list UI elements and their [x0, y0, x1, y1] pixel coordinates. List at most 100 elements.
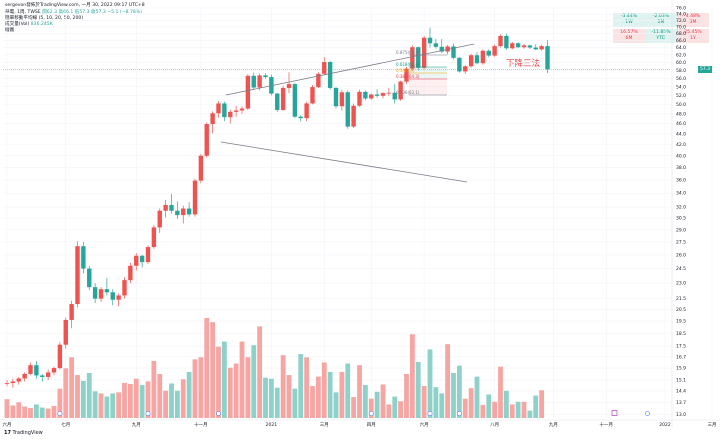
candle-body[interactable] [357, 91, 362, 106]
candle-body[interactable] [339, 92, 345, 107]
volume-indicator-row[interactable]: 成交量(Vol) 836.245K [5, 22, 53, 28]
candle-body[interactable] [145, 247, 151, 263]
candle-body[interactable] [116, 295, 121, 300]
candle-body[interactable] [439, 46, 444, 52]
candle-body[interactable] [310, 87, 315, 104]
candle-body[interactable] [492, 46, 497, 56]
candle-body[interactable] [10, 381, 16, 384]
candle-body[interactable] [163, 204, 168, 211]
candle-body[interactable] [216, 103, 221, 114]
candle-body[interactable] [51, 368, 57, 373]
candle-body[interactable] [75, 246, 80, 305]
candle-body[interactable] [245, 75, 251, 109]
dividend-marker-icon[interactable] [456, 411, 462, 416]
candle-body[interactable] [298, 116, 303, 119]
trendline-lower[interactable] [220, 141, 468, 183]
candle-body[interactable] [421, 37, 427, 68]
candle-body[interactable] [233, 110, 239, 112]
candle-body[interactable] [392, 92, 397, 100]
candle-body[interactable] [45, 372, 51, 377]
candle-body[interactable] [451, 46, 456, 58]
candle-body[interactable] [192, 180, 198, 215]
candle-body[interactable] [263, 75, 268, 78]
candle-body[interactable] [404, 68, 409, 82]
candle-body[interactable] [292, 84, 298, 117]
candle-body[interactable] [545, 46, 550, 70]
candle-body[interactable] [104, 289, 110, 293]
dividend-marker-icon[interactable] [644, 411, 650, 416]
candle-body[interactable] [40, 375, 45, 377]
candle-body[interactable] [510, 43, 515, 49]
candle-body[interactable] [4, 383, 10, 384]
symbol-label[interactable]: 華電, 1周, TWSE [5, 10, 41, 15]
candle-body[interactable] [128, 265, 133, 281]
candle-body[interactable] [410, 47, 415, 69]
candle-body[interactable] [87, 268, 92, 288]
dividend-marker-icon[interactable] [368, 411, 374, 416]
candle-body[interactable] [416, 47, 421, 68]
candle-body[interactable] [222, 103, 227, 118]
candle-body[interactable] [122, 280, 127, 296]
candle-body[interactable] [280, 87, 286, 110]
candle-body[interactable] [363, 91, 368, 99]
candle-body[interactable] [69, 304, 74, 320]
candle-body[interactable] [380, 93, 386, 96]
dividend-marker-icon[interactable] [145, 411, 151, 416]
candle-body[interactable] [257, 75, 262, 88]
candle-body[interactable] [345, 92, 350, 127]
ma-indicator-label[interactable]: 簡單移動平均線 (5, 10, 20, 50, 200) [5, 16, 84, 21]
candle-body[interactable] [322, 62, 327, 74]
candle-body[interactable] [239, 108, 245, 111]
candle-body[interactable] [504, 35, 509, 49]
candle-body[interactable] [433, 43, 439, 47]
candle-body[interactable] [351, 105, 356, 127]
candle-body[interactable] [210, 113, 215, 125]
candle-body[interactable] [457, 57, 462, 72]
falling-three-methods-annotation[interactable]: 下降三法 [506, 59, 541, 69]
candle-body[interactable] [204, 124, 209, 156]
candle-body[interactable] [81, 246, 86, 269]
candle-body[interactable] [521, 45, 527, 48]
candle-body[interactable] [515, 43, 521, 48]
candle-body[interactable] [533, 47, 538, 50]
dividend-marker-icon[interactable] [57, 411, 63, 416]
candle-body[interactable] [486, 50, 491, 56]
candle-body[interactable] [228, 111, 233, 118]
earnings-marker-icon[interactable] [611, 410, 618, 416]
candle-body[interactable] [474, 55, 480, 64]
candle-body[interactable] [498, 35, 503, 47]
candle-body[interactable] [186, 208, 192, 215]
candle-body[interactable] [398, 81, 403, 100]
candle-body[interactable] [169, 204, 174, 211]
candle-body[interactable] [181, 208, 186, 216]
candle-body[interactable] [57, 344, 63, 369]
candle-body[interactable] [369, 94, 374, 99]
dividend-marker-icon[interactable] [216, 411, 221, 416]
candle-body[interactable] [28, 365, 33, 374]
candle-body[interactable] [175, 210, 180, 216]
candle-body[interactable] [386, 92, 392, 94]
candle-body[interactable] [316, 73, 321, 88]
tradingview-logo[interactable]: 17 TradingView [4, 430, 43, 436]
candle-body[interactable] [445, 46, 450, 52]
candle-body[interactable] [92, 287, 98, 299]
candle-body[interactable] [327, 62, 333, 88]
candle-body[interactable] [22, 373, 27, 379]
candle-body[interactable] [98, 289, 104, 299]
candle-body[interactable] [304, 103, 309, 119]
candle-body[interactable] [151, 227, 157, 248]
dividend-marker-icon[interactable] [427, 411, 433, 416]
candle-body[interactable] [480, 50, 486, 64]
candle-body[interactable] [468, 55, 474, 67]
candle-body[interactable] [16, 378, 21, 382]
candle-body[interactable] [463, 66, 468, 72]
candle-body[interactable] [333, 87, 339, 107]
candle-body[interactable] [427, 37, 433, 44]
candle-body[interactable] [198, 155, 204, 181]
candle-body[interactable] [139, 255, 145, 263]
candle-body[interactable] [157, 210, 162, 228]
candle-body[interactable] [34, 365, 39, 376]
candle-body[interactable] [539, 46, 544, 50]
drawings-label[interactable]: 繪圖 [5, 28, 15, 33]
